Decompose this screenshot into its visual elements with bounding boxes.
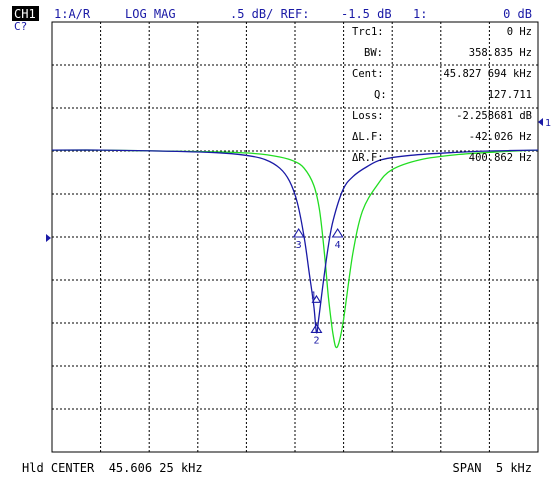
readout-label-loss: Loss: bbox=[352, 110, 384, 122]
marker-value: 0 dB bbox=[503, 7, 532, 21]
center-frequency: Hld CENTER 45.606 25 kHz bbox=[22, 461, 203, 475]
readout-value-q: 127.711 bbox=[488, 89, 532, 101]
scale-ref-label: .5 dB/ REF: bbox=[230, 7, 309, 21]
marker-4: 4 bbox=[331, 227, 344, 251]
readout-label-trc1: Trc1: bbox=[352, 26, 384, 38]
marker-2: 2 bbox=[310, 323, 323, 346]
readout-label-delta-rf: ΔR.F: bbox=[352, 152, 384, 164]
reference-position-arrow bbox=[46, 234, 51, 242]
readout-value-delta-rf: 400.862 Hz bbox=[469, 152, 532, 164]
correction-indicator: C? bbox=[14, 20, 27, 33]
channel-badge-bg bbox=[12, 6, 39, 21]
readout-label-cent: Cent: bbox=[352, 68, 384, 80]
marker-3-label: 3 bbox=[296, 240, 302, 251]
ref-value: -1.5 dB bbox=[341, 7, 392, 21]
trace-series-2 bbox=[51, 149, 539, 349]
marker-3: 3 bbox=[292, 227, 305, 251]
readout-label-q: Q: bbox=[374, 89, 387, 101]
trace-end-marker-arrow bbox=[538, 118, 543, 126]
trace-end-marker-label: 1 bbox=[545, 118, 551, 129]
marker-3-triangle bbox=[292, 227, 305, 238]
span-label: SPAN 5 kHz bbox=[453, 461, 532, 475]
readout-value-loss: -2.258681 dB bbox=[456, 110, 532, 122]
readout-value-cent: 45.827 694 kHz bbox=[443, 68, 532, 80]
marker-4-triangle bbox=[331, 227, 344, 238]
markers: 1 2 3 4 bbox=[292, 227, 344, 346]
marker-1: 1 bbox=[310, 290, 322, 303]
marker-2-label: 2 bbox=[313, 335, 319, 346]
measurement-label: 1:A/R bbox=[54, 7, 91, 21]
readout-value-bw: 358.835 Hz bbox=[469, 47, 532, 59]
marker-4-label: 4 bbox=[335, 240, 341, 251]
readout-label-bw: BW: bbox=[364, 47, 383, 59]
marker-1-triangle bbox=[311, 294, 322, 303]
marker-2-triangle bbox=[310, 323, 323, 334]
marker-1-label: 1 bbox=[310, 290, 316, 301]
plot-area: 1 2 3 4 bbox=[51, 21, 539, 453]
marker-readout: Trc1: 0 Hz BW: 358.835 Hz Cent: 45.827 6… bbox=[352, 26, 532, 164]
format-label: LOG MAG bbox=[125, 7, 176, 21]
readout-value-trc1: 0 Hz bbox=[507, 26, 532, 38]
marker-label: 1: bbox=[413, 7, 427, 21]
channel-badge: CH1 bbox=[14, 7, 36, 21]
readout-value-delta-lf: -42.026 Hz bbox=[469, 131, 532, 143]
readout-label-delta-lf: ΔL.F: bbox=[352, 131, 384, 143]
